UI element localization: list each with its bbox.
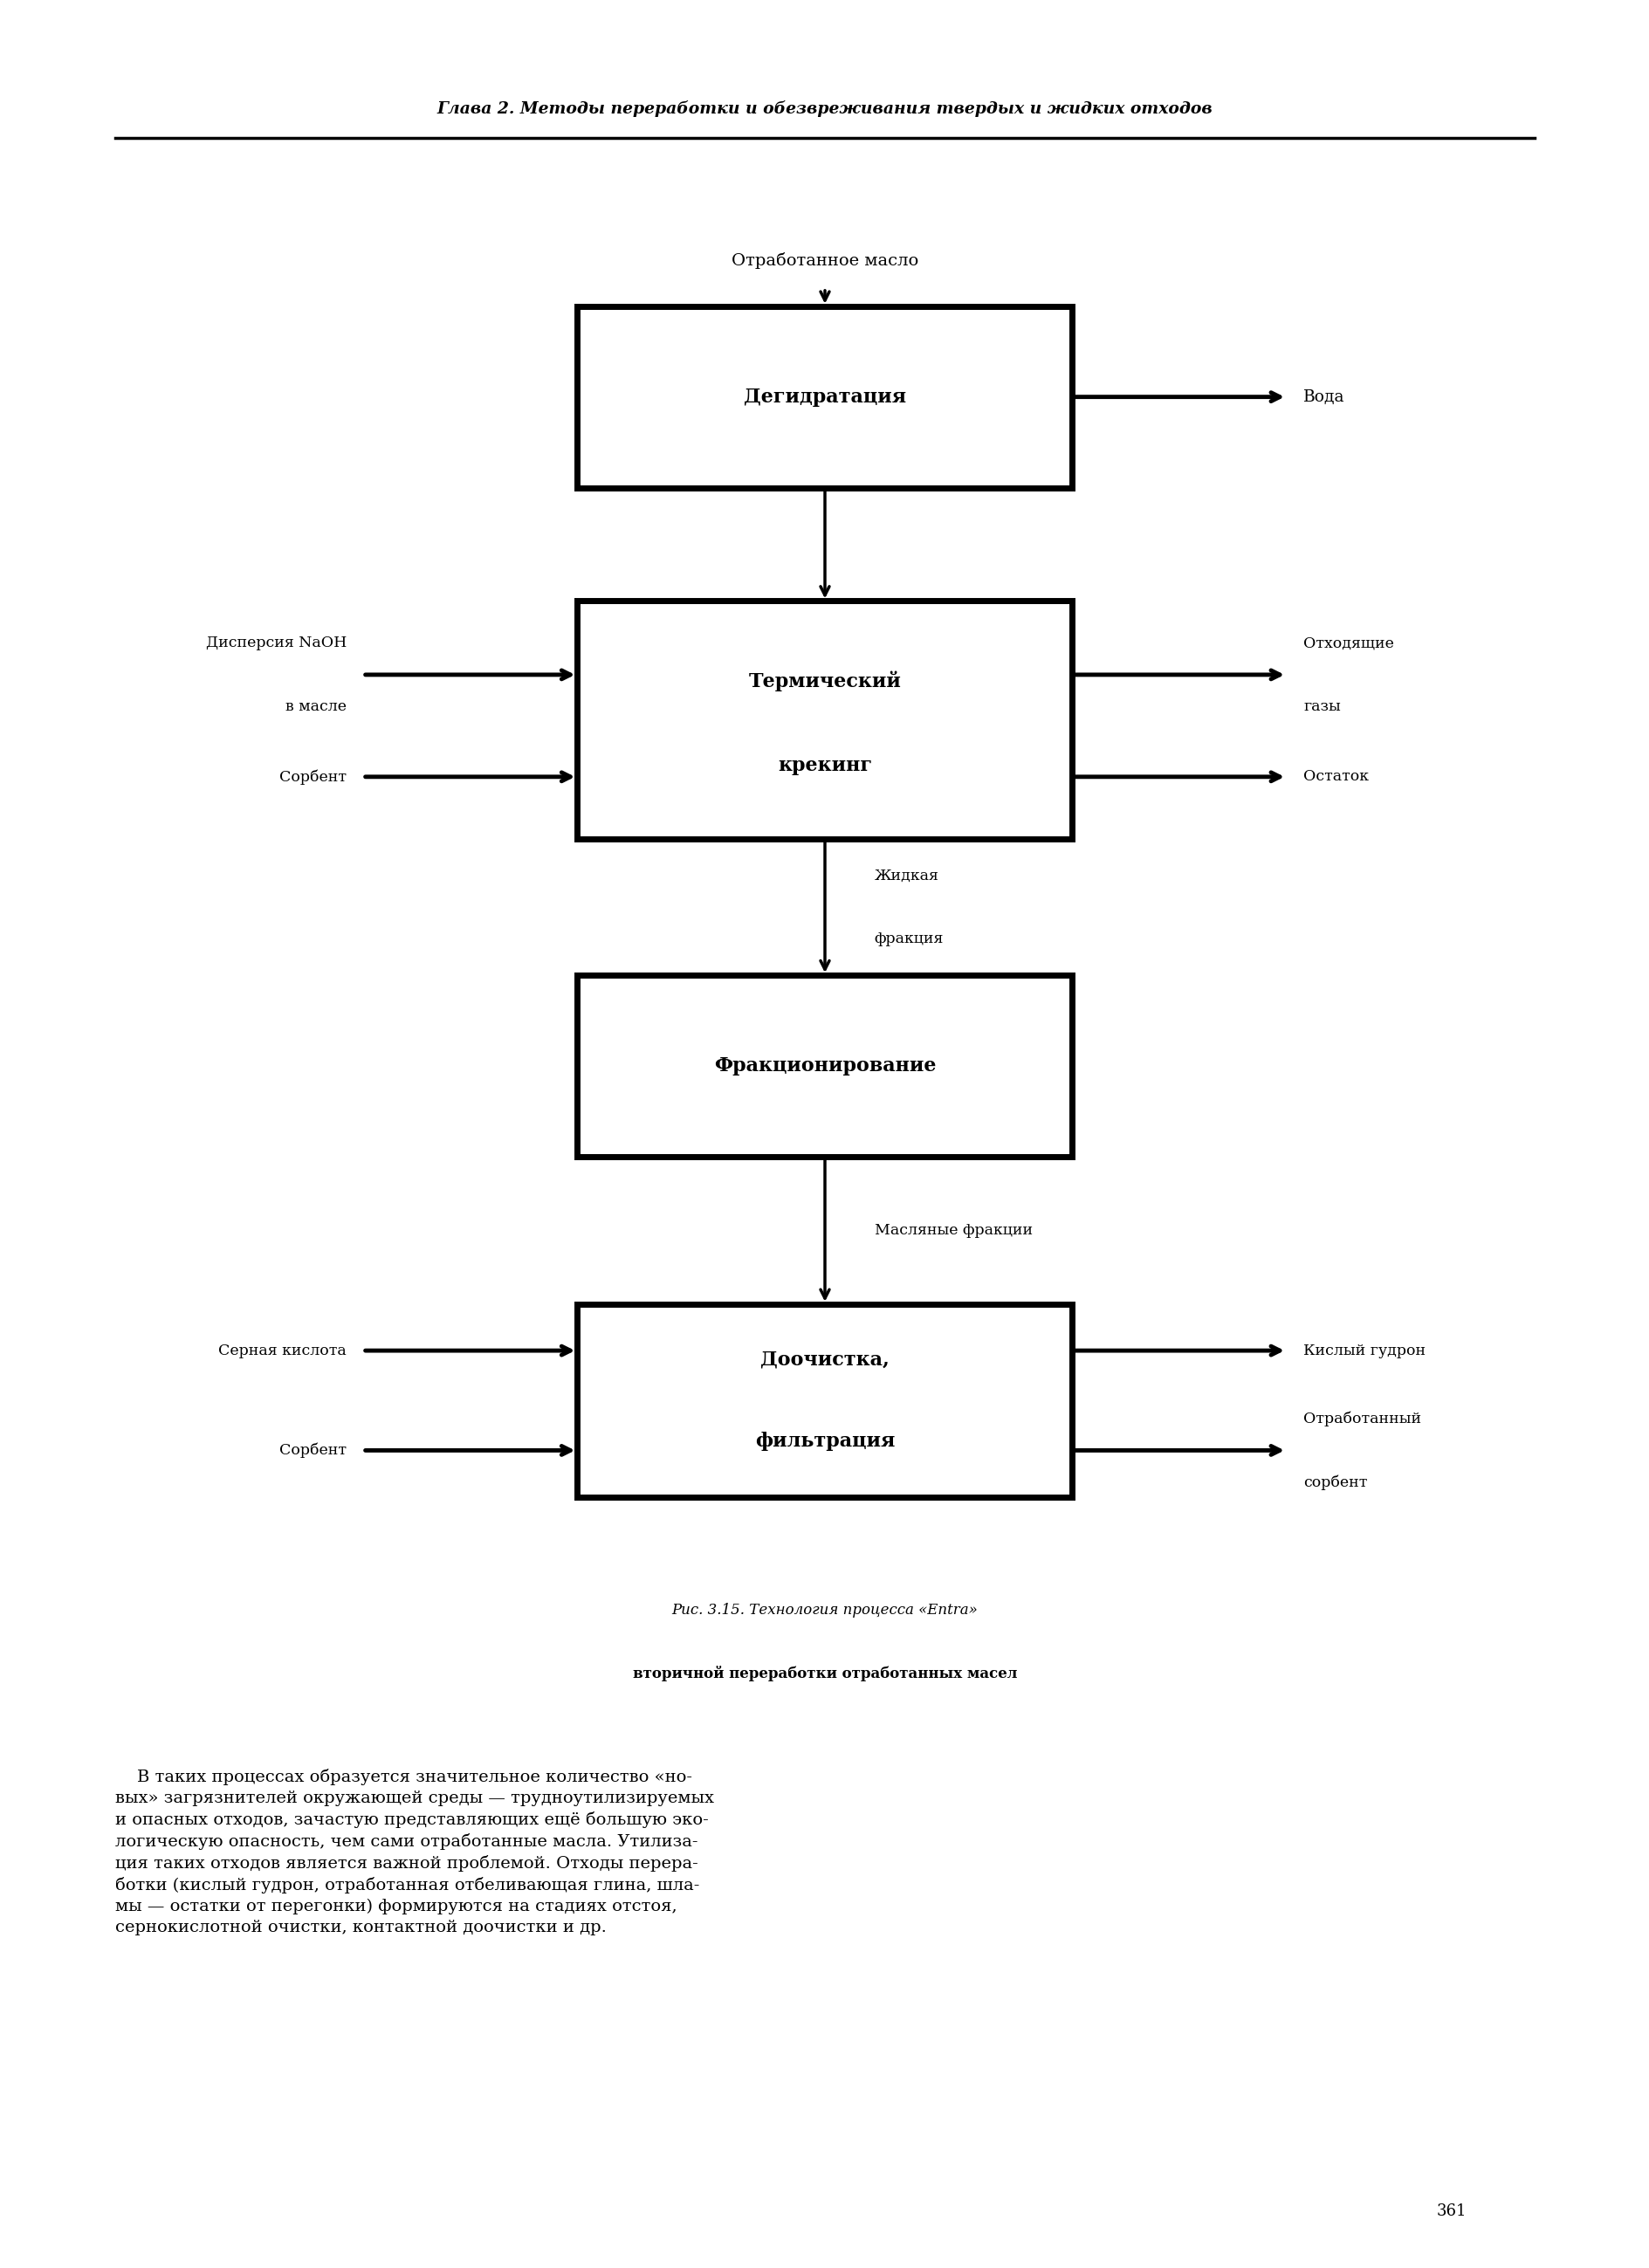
Text: в масле: в масле <box>285 699 346 714</box>
Text: Рис. 3.15. Технология процесса «Entra»: Рис. 3.15. Технология процесса «Entra» <box>671 1603 978 1617</box>
Text: фильтрация: фильтрация <box>755 1431 894 1452</box>
Text: Дисперсия NaOH: Дисперсия NaOH <box>206 635 346 651</box>
Text: Сорбент: Сорбент <box>279 1442 346 1458</box>
Text: Вода: Вода <box>1303 390 1344 404</box>
Text: крекинг: крекинг <box>777 755 872 776</box>
Text: Термический: Термический <box>749 671 900 692</box>
Text: Жидкая: Жидкая <box>874 869 938 882</box>
Text: сорбент: сорбент <box>1303 1474 1367 1490</box>
Text: Остаток: Остаток <box>1303 769 1369 785</box>
Text: Фракционирование: Фракционирование <box>714 1057 935 1075</box>
Text: Дегидратация: Дегидратация <box>744 388 905 406</box>
Text: Кислый гудрон: Кислый гудрон <box>1303 1343 1425 1359</box>
Bar <box>577 1304 1072 1497</box>
Bar <box>577 306 1072 488</box>
Bar <box>577 975 1072 1157</box>
Text: 361: 361 <box>1436 2204 1466 2218</box>
Text: Глава 2. Методы переработки и обезвреживания твердых и жидких отходов: Глава 2. Методы переработки и обезврежив… <box>437 100 1212 118</box>
Text: Отработанный: Отработанный <box>1303 1411 1420 1427</box>
Text: В таких процессах образуется значительное количество «но-
вых» загрязнителей окр: В таких процессах образуется значительно… <box>115 1769 714 1935</box>
Text: Отработанное масло: Отработанное масло <box>731 252 918 270</box>
Text: Серная кислота: Серная кислота <box>218 1343 346 1359</box>
Text: Сорбент: Сорбент <box>279 769 346 785</box>
Text: фракция: фракция <box>874 932 943 946</box>
Text: Масляные фракции: Масляные фракции <box>874 1222 1032 1238</box>
Text: вторичной переработки отработанных масел: вторичной переработки отработанных масел <box>632 1667 1017 1681</box>
Text: Доочистка,: Доочистка, <box>760 1349 889 1370</box>
Text: Отходящие: Отходящие <box>1303 635 1393 651</box>
Text: газы: газы <box>1303 699 1341 714</box>
Bar <box>577 601 1072 839</box>
